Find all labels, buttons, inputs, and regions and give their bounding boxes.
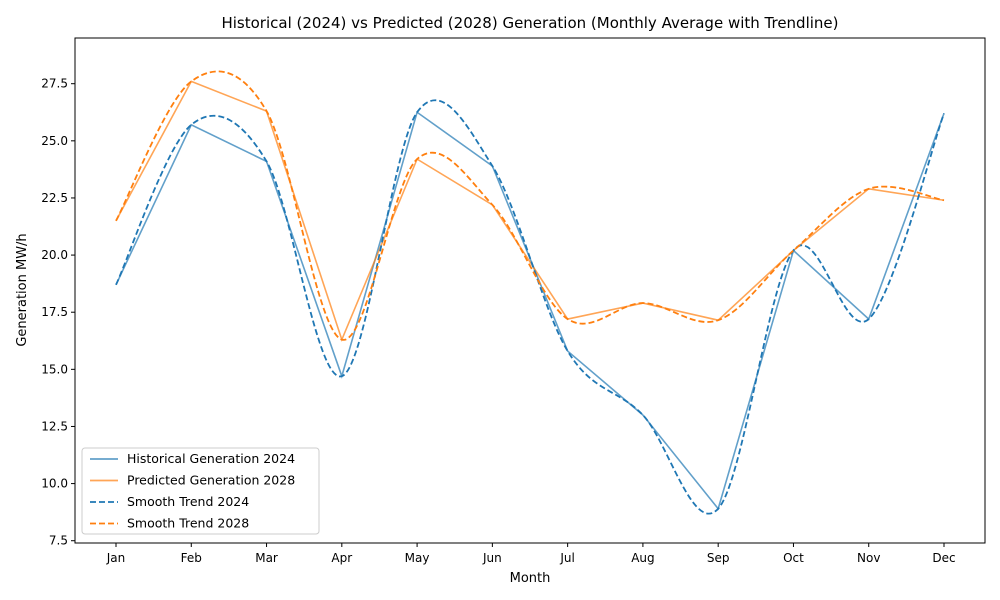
legend-label: Smooth Trend 2024 <box>127 494 249 509</box>
y-axis-label: Generation MW/h <box>15 233 30 346</box>
x-tick-label: Jan <box>106 551 126 565</box>
x-tick-label: Jun <box>482 551 502 565</box>
legend-box <box>81 447 320 535</box>
plot-area <box>115 70 945 515</box>
y-tick-label: 15.0 <box>41 362 68 376</box>
x-axis-label: Month <box>510 571 551 586</box>
trend-line-3 <box>115 70 945 341</box>
x-tick-label: Apr <box>331 551 352 565</box>
x-tick-label: May <box>405 551 430 565</box>
x-tick-label: Jul <box>559 551 574 565</box>
x-tick-label: Nov <box>857 551 880 565</box>
x-tick-label: Feb <box>181 551 202 565</box>
legend: Historical Generation 2024 Predicted Gene… <box>81 447 320 535</box>
legend-label: Smooth Trend 2028 <box>127 516 249 531</box>
series-2 <box>115 99 945 515</box>
x-tick-label: Aug <box>631 551 654 565</box>
y-tick-label: 7.5 <box>49 534 68 548</box>
x-tick-label: Sep <box>707 551 730 565</box>
x-tick-label: Mar <box>255 551 278 565</box>
y-tick-label: 22.5 <box>41 191 68 205</box>
series-1 <box>115 80 945 342</box>
x-tick-label: Oct <box>783 551 804 565</box>
y-tick-label: 10.0 <box>41 477 68 491</box>
legend-label: Predicted Generation 2028 <box>127 473 295 488</box>
x-tick-label: Dec <box>932 551 955 565</box>
series-line-1 <box>115 80 945 342</box>
series-3 <box>115 70 945 341</box>
y-tick-label: 20.0 <box>41 248 68 262</box>
x-axis: Jan Feb Mar Apr May Jun Jul Aug Sep Oct Nov Dec <box>106 543 956 565</box>
y-tick-label: 27.5 <box>41 77 68 91</box>
trend-line-2 <box>115 99 945 515</box>
legend-label: Historical Generation 2024 <box>127 451 295 466</box>
y-axis: 7.5 10.0 12.5 15.0 17.5 20.0 22.5 25.0 27.5 <box>41 77 75 548</box>
y-tick-label: 17.5 <box>41 305 68 319</box>
plot-frame <box>74 37 986 544</box>
y-tick-label: 12.5 <box>41 419 68 433</box>
chart-title: Historical (2024) vs Predicted (2028) Ge… <box>221 14 838 32</box>
y-tick-label: 25.0 <box>41 134 68 148</box>
